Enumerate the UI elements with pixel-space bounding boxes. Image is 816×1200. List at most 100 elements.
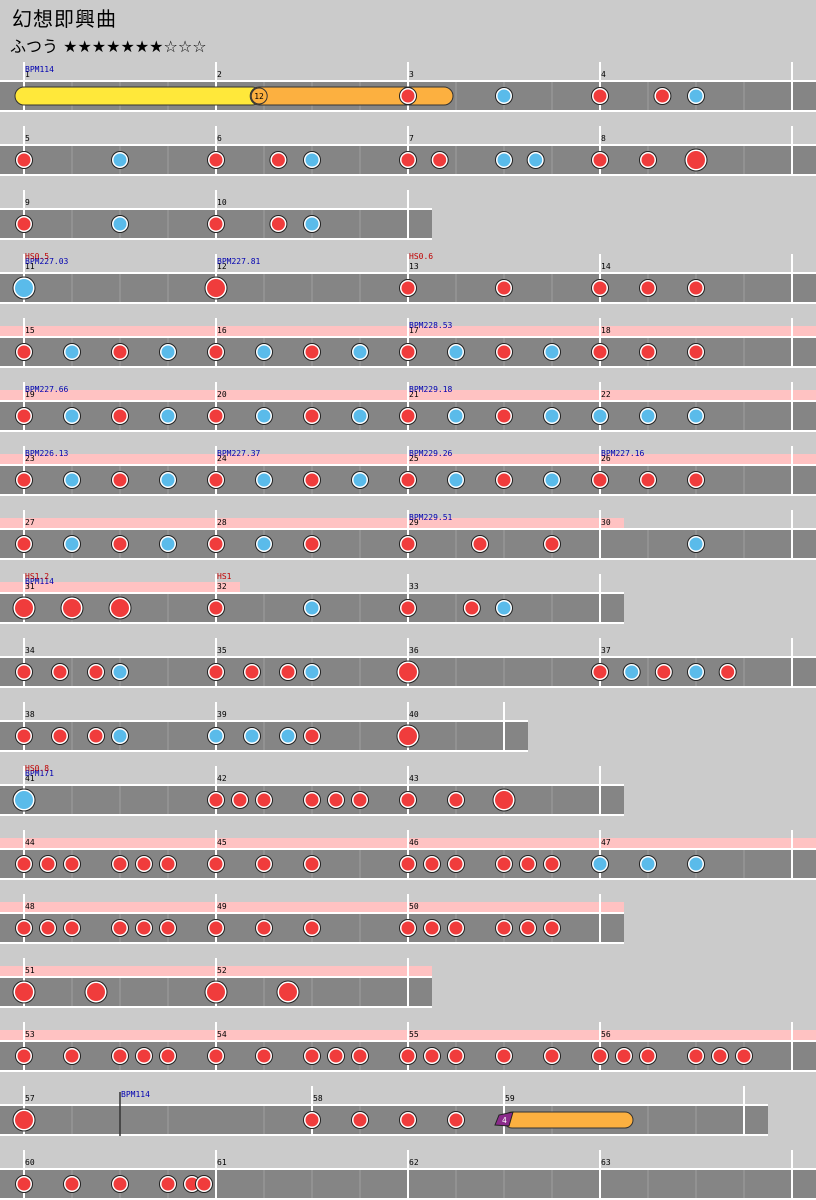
- measure-number: 62: [409, 1158, 419, 1167]
- note-face: [209, 1049, 223, 1063]
- note-face: [53, 729, 67, 743]
- note-face: [257, 1049, 271, 1063]
- measure-number: 3: [409, 70, 414, 79]
- note-face: [353, 793, 367, 807]
- note-face: [137, 1049, 151, 1063]
- bpm-label: BPM227.66: [25, 385, 69, 394]
- note-face: [625, 665, 639, 679]
- note-face: [15, 791, 33, 809]
- measure-number: 35: [217, 646, 227, 655]
- note-face: [113, 665, 127, 679]
- scroll-speed-label: HS0.8: [25, 764, 49, 773]
- chart-row: 5 6 7 8: [0, 126, 816, 176]
- note-face: [465, 601, 479, 615]
- note-face: [689, 89, 703, 103]
- note-face: [209, 153, 223, 167]
- measure-number: 51: [25, 966, 35, 975]
- note-face: [257, 473, 271, 487]
- measure-number: 39: [217, 710, 227, 719]
- note-face: [113, 921, 127, 935]
- note-face: [713, 1049, 727, 1063]
- note-face: [401, 1049, 415, 1063]
- note-face: [15, 983, 33, 1001]
- note-face: [641, 153, 655, 167]
- balloon-count: 4: [502, 1116, 507, 1125]
- note-face: [17, 537, 31, 551]
- note-face: [497, 473, 511, 487]
- note-face: [137, 921, 151, 935]
- note-face: [17, 729, 31, 743]
- note-face: [689, 857, 703, 871]
- note-face: [353, 345, 367, 359]
- measure-number: 49: [217, 902, 227, 911]
- measure-number: 53: [25, 1030, 35, 1039]
- note-face: [497, 1049, 511, 1063]
- note-face: [449, 793, 463, 807]
- note-face: [65, 537, 79, 551]
- measure-number: 7: [409, 134, 414, 143]
- measure-number: 9: [25, 198, 30, 207]
- difficulty-label: ふつう: [10, 37, 59, 56]
- measure-number: 33: [409, 582, 419, 591]
- note-face: [641, 345, 655, 359]
- scroll-speed-label: HS0.6: [409, 252, 433, 261]
- measure-number: 6: [217, 134, 222, 143]
- note-face: [65, 921, 79, 935]
- note-face: [305, 729, 319, 743]
- drumroll-bar: [249, 86, 454, 106]
- note-face: [271, 217, 285, 231]
- note-face: [401, 793, 415, 807]
- note-face: [687, 151, 705, 169]
- note-face: [399, 727, 417, 745]
- measure-number: 59: [505, 1094, 515, 1103]
- note-face: [497, 409, 511, 423]
- chart-row: 44 45 46 47: [0, 830, 816, 880]
- note-face: [449, 473, 463, 487]
- note-face: [65, 345, 79, 359]
- bpm-label: BPM227.81: [217, 257, 261, 266]
- note-face: [401, 537, 415, 551]
- measure-number: 36: [409, 646, 419, 655]
- note-face: [111, 599, 129, 617]
- note-face: [257, 345, 271, 359]
- note-face: [353, 1113, 367, 1127]
- note-face: [17, 473, 31, 487]
- note-face: [353, 473, 367, 487]
- note-face: [497, 153, 511, 167]
- note-face: [329, 793, 343, 807]
- note-face: [41, 857, 55, 871]
- note-face: [545, 409, 559, 423]
- measure-number: 38: [25, 710, 35, 719]
- note-face: [305, 857, 319, 871]
- measure-number: 41: [25, 774, 35, 783]
- balloon-note: [494, 1111, 514, 1127]
- measure-number: 18: [601, 326, 611, 335]
- balloon-tail: [503, 1111, 634, 1129]
- note-face: [161, 921, 175, 935]
- measure-number: 34: [25, 646, 35, 655]
- measure-number: 46: [409, 838, 419, 847]
- note-face: [353, 1049, 367, 1063]
- note-face: [689, 345, 703, 359]
- note-face: [545, 345, 559, 359]
- note-face: [185, 1177, 199, 1191]
- note-face: [257, 857, 271, 871]
- note-face: [209, 601, 223, 615]
- note-face: [17, 153, 31, 167]
- measure-number: 37: [601, 646, 611, 655]
- measure-number: 4: [601, 70, 606, 79]
- note-face: [15, 279, 33, 297]
- measure-number: 63: [601, 1158, 611, 1167]
- chart-row: 51 52: [0, 958, 432, 1008]
- measure-number: 52: [217, 966, 227, 975]
- note-face: [721, 665, 735, 679]
- note-face: [17, 921, 31, 935]
- note-face: [657, 665, 671, 679]
- note-face: [65, 1049, 79, 1063]
- note-face: [305, 153, 319, 167]
- note-face: [521, 921, 535, 935]
- note-face: [41, 921, 55, 935]
- chart-row: 48 49 50: [0, 894, 624, 944]
